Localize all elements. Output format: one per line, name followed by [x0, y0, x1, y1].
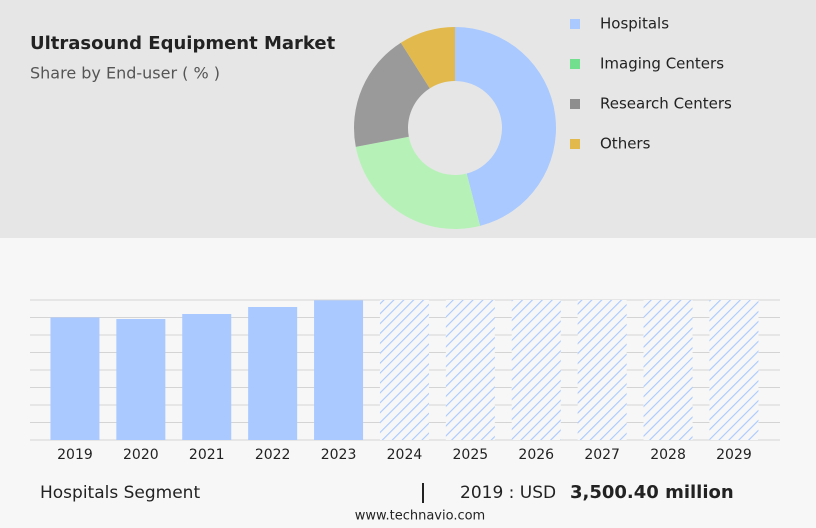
x-tick-label: 2022: [255, 447, 291, 463]
donut-chart: Hospitals Imaging Centers Research Centers…: [354, 15, 732, 229]
bar: [116, 319, 166, 440]
x-tick-label: 2029: [716, 447, 752, 463]
x-tick-label: 2020: [123, 447, 159, 463]
forecast-placeholder: [643, 300, 693, 440]
x-tick-label: 2021: [189, 447, 225, 463]
x-tick-label: 2027: [584, 447, 620, 463]
source: www.technavio.com: [355, 509, 485, 524]
donut-slice: [400, 27, 455, 89]
donut-slice: [455, 27, 556, 226]
bar: [50, 317, 100, 440]
highlight-value: 3,500.40 million: [570, 482, 734, 503]
bar: [182, 314, 232, 440]
x-tick-label: 2019: [57, 447, 93, 463]
bar: [314, 300, 364, 440]
forecast-placeholder: [511, 300, 561, 440]
bar: [248, 307, 298, 440]
legend-label: Others: [600, 135, 651, 153]
chart-title: Ultrasound Equipment Market: [30, 33, 336, 54]
donut-slice: [354, 42, 430, 147]
segment-label: Hospitals Segment: [40, 483, 200, 503]
donut-slice: [355, 136, 481, 229]
x-tick-label: 2026: [518, 447, 554, 463]
legend-label: Research Centers: [600, 95, 732, 113]
legend-swatch: [570, 139, 580, 149]
legend-label: Hospitals: [600, 15, 669, 33]
legend-swatch: [570, 59, 580, 69]
forecast-placeholder: [577, 300, 627, 440]
forecast-placeholder: [709, 300, 759, 440]
forecast-placeholder: [445, 300, 495, 440]
x-tick-label: 2024: [387, 447, 423, 463]
forecast-placeholder: [379, 300, 429, 440]
chart-subtitle: Share by End-user ( % ): [30, 64, 220, 83]
x-tick-label: 2023: [321, 447, 357, 463]
legend-label: Imaging Centers: [600, 55, 724, 73]
highlight-year: 2019 : USD: [460, 483, 556, 503]
bar-chart: 2019 2020 2021 2022 2023 2024 2025 2026 2027 2028…: [30, 299, 780, 463]
x-tick-label: 2025: [453, 447, 489, 463]
legend-swatch: [570, 19, 580, 29]
legend-swatch: [570, 99, 580, 109]
x-tick-label: 2028: [650, 447, 686, 463]
